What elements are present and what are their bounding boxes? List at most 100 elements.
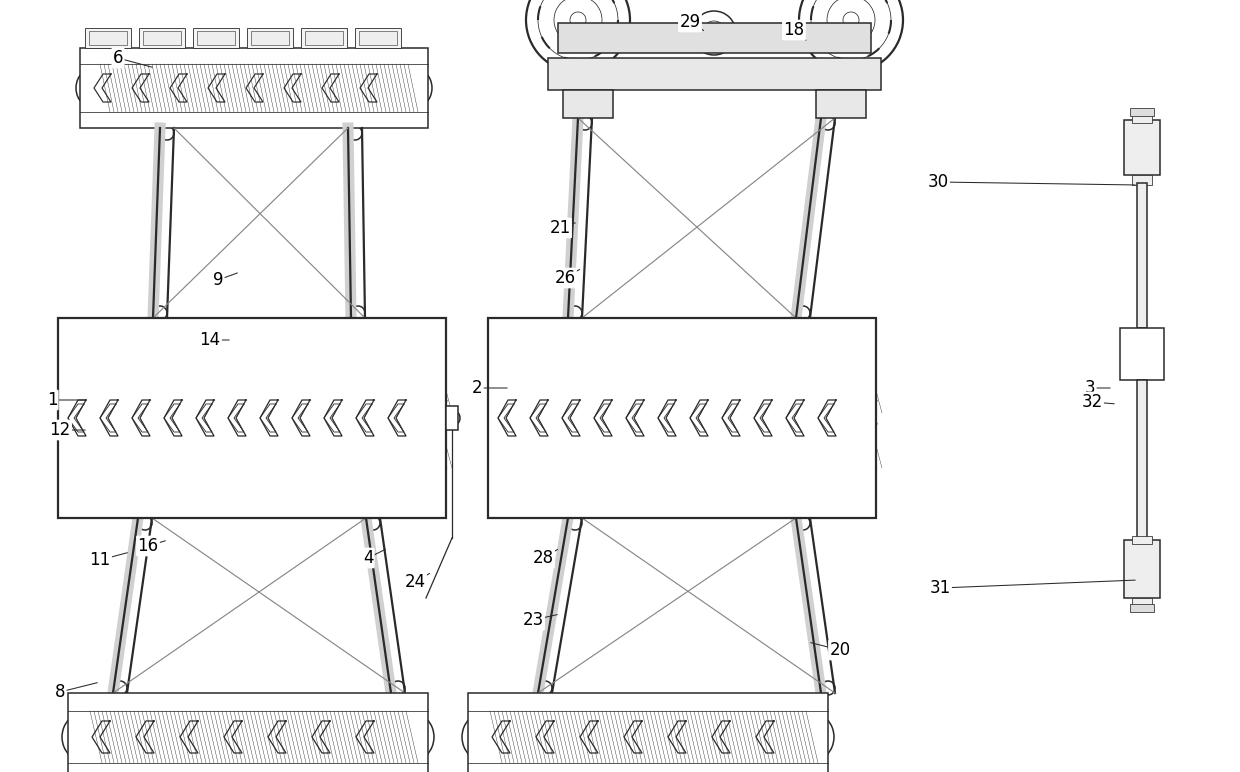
Text: 32: 32 — [1081, 393, 1102, 411]
Bar — [139, 28, 185, 48]
Bar — [89, 31, 126, 45]
Bar — [247, 28, 293, 48]
Bar — [489, 318, 875, 518]
Bar — [587, 456, 608, 468]
Text: 9: 9 — [213, 271, 223, 289]
Bar — [305, 31, 343, 45]
Bar — [559, 456, 579, 468]
Bar — [644, 456, 663, 468]
Bar — [355, 28, 401, 48]
Bar — [1137, 380, 1147, 540]
Text: 3: 3 — [1085, 379, 1095, 397]
Bar — [58, 318, 446, 518]
Text: 8: 8 — [55, 683, 66, 701]
Bar — [727, 368, 746, 380]
Bar — [157, 368, 177, 380]
Text: 24: 24 — [404, 573, 425, 591]
Text: 11: 11 — [89, 551, 110, 569]
Bar — [699, 456, 719, 468]
Bar — [563, 90, 613, 118]
Bar — [531, 368, 551, 380]
Bar — [1132, 113, 1152, 123]
Text: 31: 31 — [929, 579, 951, 597]
Bar — [73, 368, 93, 380]
Bar — [1132, 536, 1152, 544]
Bar — [782, 368, 804, 380]
Bar — [1130, 108, 1154, 116]
Bar — [467, 693, 828, 772]
Bar — [1137, 183, 1147, 328]
Text: 4: 4 — [363, 549, 373, 567]
Bar — [381, 456, 401, 468]
Text: 29: 29 — [680, 13, 701, 31]
Bar — [185, 456, 205, 468]
Bar — [816, 90, 866, 118]
Bar — [129, 368, 149, 380]
Bar — [1123, 540, 1159, 598]
Text: 18: 18 — [784, 21, 805, 39]
Bar — [360, 31, 397, 45]
Bar — [727, 456, 746, 468]
Bar — [699, 368, 719, 380]
Bar — [1130, 604, 1154, 612]
Bar — [1120, 328, 1164, 380]
Bar — [298, 368, 317, 380]
Bar — [185, 368, 205, 380]
Bar — [298, 456, 317, 468]
Bar — [213, 368, 233, 380]
Bar — [301, 28, 347, 48]
Bar — [559, 368, 579, 380]
Bar — [811, 368, 831, 380]
Bar — [68, 693, 428, 772]
Bar — [409, 368, 429, 380]
Bar — [782, 456, 804, 468]
Bar — [381, 368, 401, 380]
Bar — [615, 456, 635, 468]
Text: 28: 28 — [532, 549, 553, 567]
Text: 16: 16 — [138, 537, 159, 555]
Bar — [100, 368, 122, 380]
Bar — [1123, 120, 1159, 175]
Bar — [531, 456, 551, 468]
Text: 14: 14 — [200, 331, 221, 349]
Bar — [129, 456, 149, 468]
Bar — [269, 368, 289, 380]
Bar — [213, 456, 233, 468]
Bar — [73, 456, 93, 468]
Bar — [241, 368, 260, 380]
Bar — [1132, 175, 1152, 185]
Text: 30: 30 — [928, 173, 949, 191]
Bar — [250, 31, 289, 45]
Bar — [839, 456, 859, 468]
Text: 2: 2 — [471, 379, 482, 397]
Bar — [811, 456, 831, 468]
Text: 20: 20 — [830, 641, 851, 659]
Bar — [86, 28, 131, 48]
Bar — [100, 456, 122, 468]
Text: 23: 23 — [522, 611, 543, 629]
Bar — [241, 456, 260, 468]
Bar — [587, 368, 608, 380]
Bar — [671, 456, 691, 468]
Bar — [755, 456, 775, 468]
Text: 6: 6 — [113, 49, 123, 67]
Bar — [755, 368, 775, 380]
Text: 1: 1 — [47, 391, 57, 409]
Text: 12: 12 — [50, 421, 71, 439]
Text: 21: 21 — [549, 219, 570, 237]
Bar — [197, 31, 236, 45]
Bar — [503, 368, 523, 380]
Bar — [446, 406, 458, 430]
Bar — [325, 456, 345, 468]
Bar — [353, 456, 373, 468]
Bar — [409, 456, 429, 468]
Bar — [615, 368, 635, 380]
Bar — [269, 456, 289, 468]
Bar — [81, 48, 428, 128]
Bar — [193, 28, 239, 48]
Bar — [1132, 598, 1152, 606]
Bar — [558, 23, 870, 53]
Bar — [143, 31, 181, 45]
Text: 26: 26 — [554, 269, 575, 287]
Bar — [839, 368, 859, 380]
